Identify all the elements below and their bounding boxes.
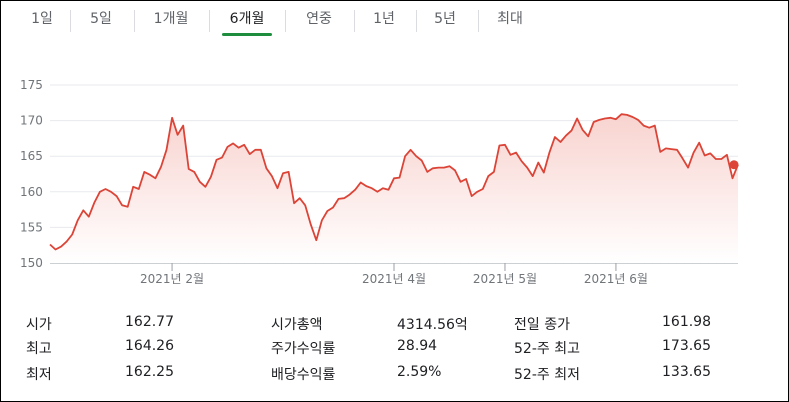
stat-open-value: 162.77 (125, 314, 174, 330)
price-line (49, 113, 739, 251)
stat-pe-value: 28.94 (397, 338, 438, 354)
tab-divider (416, 10, 417, 32)
y-axis-labels: 150 155 160 165 170 175 (20, 78, 43, 270)
tab-divider (134, 10, 135, 32)
x-tick-label: 2021년 5월 (473, 272, 537, 286)
stat-dividend-label: 배당수익률 (271, 367, 336, 383)
stat-high-label: 최고 (26, 341, 52, 357)
tab-divider (354, 10, 355, 32)
y-tick-label: 150 (20, 256, 43, 270)
stat-prevclose-label: 전일 종가 (514, 317, 570, 333)
stat-52w-high-label: 52-주 최고 (514, 341, 580, 357)
y-tick-label: 155 (20, 220, 43, 234)
stat-mktcap-value: 4314.56억 (397, 317, 468, 333)
stat-52w-low-label: 52-주 최저 (514, 367, 580, 383)
x-axis: 2021년 2월 2021년 4월 2021년 5월 2021년 6월 (140, 263, 648, 286)
stat-open-label: 시가 (26, 317, 52, 333)
stat-prevclose-value: 161.98 (662, 314, 711, 330)
active-tab-indicator (222, 33, 272, 36)
x-tick-label: 2021년 4월 (362, 272, 426, 286)
last-price-dot (729, 160, 739, 170)
tab-divider (285, 10, 286, 32)
tab-1y[interactable]: 1년 (373, 11, 395, 27)
stat-52w-low-value: 133.65 (662, 364, 711, 380)
stat-high-value: 164.26 (125, 338, 174, 354)
stat-pe-label: 주가수익률 (271, 341, 336, 357)
x-tick-label: 2021년 6월 (584, 272, 648, 286)
tab-5d[interactable]: 5일 (90, 11, 112, 27)
y-tick-label: 170 (20, 114, 43, 128)
tab-ytd[interactable]: 연중 (306, 11, 332, 27)
tab-1d[interactable]: 1일 (31, 11, 53, 27)
tab-1m[interactable]: 1개월 (153, 11, 189, 27)
stat-52w-high-value: 173.65 (662, 338, 711, 354)
stat-mktcap-label: 시가총액 (271, 317, 323, 333)
stat-low-label: 최저 (26, 367, 52, 383)
price-area (50, 114, 738, 263)
y-tick-label: 165 (20, 149, 43, 163)
stat-low-value: 162.25 (125, 364, 174, 380)
y-tick-label: 160 (20, 185, 43, 199)
tab-5y[interactable]: 5년 (434, 11, 456, 27)
tab-divider (70, 10, 71, 32)
y-tick-label: 175 (20, 78, 43, 92)
range-tabs: 1일 5일 1개월 6개월 연중 1년 5년 최대 (0, 0, 787, 38)
tab-max[interactable]: 최대 (497, 11, 523, 27)
tab-divider (478, 10, 479, 32)
x-tick-label: 2021년 2월 (140, 272, 204, 286)
tab-6m[interactable]: 6개월 (229, 11, 265, 27)
tab-divider (209, 10, 210, 32)
stat-dividend-value: 2.59% (397, 364, 442, 380)
